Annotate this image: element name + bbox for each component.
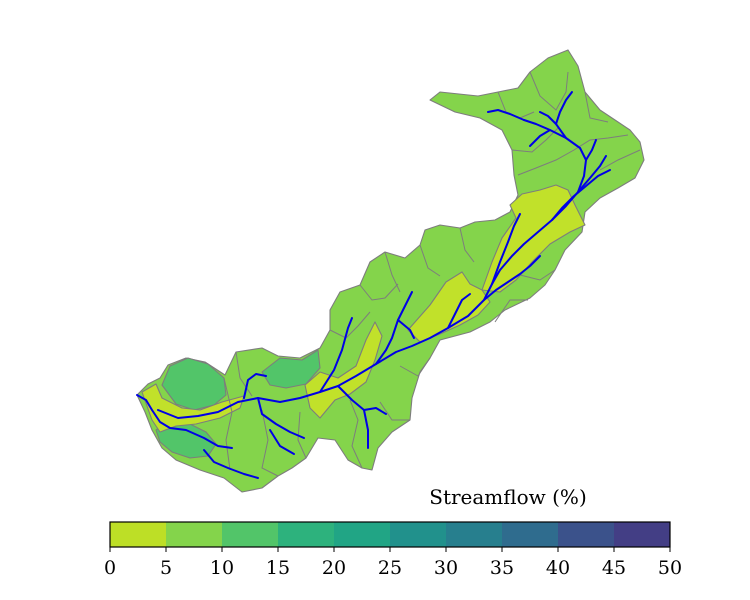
boundary-line	[517, 134, 629, 176]
boundary-line	[584, 91, 609, 123]
boundary-line	[223, 377, 233, 471]
colorbar-tick-label: 5	[160, 557, 172, 579]
colorbar-tick-label: 35	[490, 557, 514, 579]
boundary-line	[519, 269, 556, 281]
tributary	[269, 429, 295, 455]
tributary	[539, 111, 567, 139]
colorbar-bin	[166, 522, 223, 547]
subbasin-boundaries	[223, 71, 641, 477]
tributary	[319, 317, 353, 393]
boundary-line	[494, 299, 528, 323]
colorbar-tick-label: 0	[104, 557, 116, 579]
region-west-upper	[161, 357, 227, 411]
colorbar-bin	[334, 522, 391, 547]
colorbar: Streamflow (%) 0 5 10 15 20 25 30 35 40 45 50	[104, 485, 682, 579]
colorbar-tick-label: 45	[602, 557, 626, 579]
colorbar-tick-label: 20	[322, 557, 346, 579]
river-network	[136, 91, 611, 479]
tributary	[363, 409, 369, 449]
tributary	[483, 255, 541, 301]
tributary	[243, 373, 267, 399]
boundary-line	[459, 227, 475, 263]
colorbar-tick-label: 40	[546, 557, 570, 579]
colorbar-bin	[110, 522, 167, 547]
colorbar-bins	[110, 522, 671, 547]
tributary	[551, 169, 611, 221]
boundary-line	[359, 283, 399, 301]
colorbar-tick-label: 15	[266, 557, 290, 579]
boundary-line	[511, 127, 559, 153]
tributary	[555, 91, 573, 125]
colorbar-ticks: 0 5 10 15 20 25 30 35 40 45 50	[104, 547, 682, 579]
region-valley-center	[304, 321, 383, 419]
tributary	[491, 213, 521, 285]
boundary-line	[379, 401, 410, 421]
tributary	[585, 139, 597, 161]
boundary-line	[235, 351, 253, 397]
tributary	[257, 397, 305, 439]
boundary-line	[329, 311, 371, 339]
colorbar-tick-label: 25	[378, 557, 402, 579]
colorbar-bin	[502, 522, 559, 547]
tributary	[397, 319, 415, 339]
boundary-line	[419, 244, 441, 277]
tributary	[523, 119, 587, 193]
tributary	[375, 291, 413, 365]
boundary-line	[599, 149, 641, 171]
boundary-line	[384, 251, 401, 293]
colorbar-bin	[614, 522, 671, 547]
boundary-line	[529, 71, 569, 111]
colorbar-bin	[222, 522, 279, 547]
colorbar-tick-label: 50	[658, 557, 682, 579]
region-mid-west	[261, 349, 321, 389]
tributary	[529, 129, 551, 147]
colorbar-tick-label: 30	[434, 557, 458, 579]
tributary	[487, 109, 525, 121]
tributary	[136, 394, 233, 449]
boundary-line	[297, 411, 307, 459]
boundary-line	[349, 399, 363, 469]
colorbar-title: Streamflow (%)	[429, 485, 587, 509]
tributary	[203, 449, 259, 479]
colorbar-bin	[390, 522, 447, 547]
boundary-line	[399, 357, 431, 377]
colorbar-bin	[278, 522, 335, 547]
colorbar-bin	[558, 522, 615, 547]
colorbar-tick-label: 10	[210, 557, 234, 579]
colorbar-bin	[446, 522, 503, 547]
tributary	[447, 293, 471, 329]
boundary-line	[261, 409, 279, 477]
